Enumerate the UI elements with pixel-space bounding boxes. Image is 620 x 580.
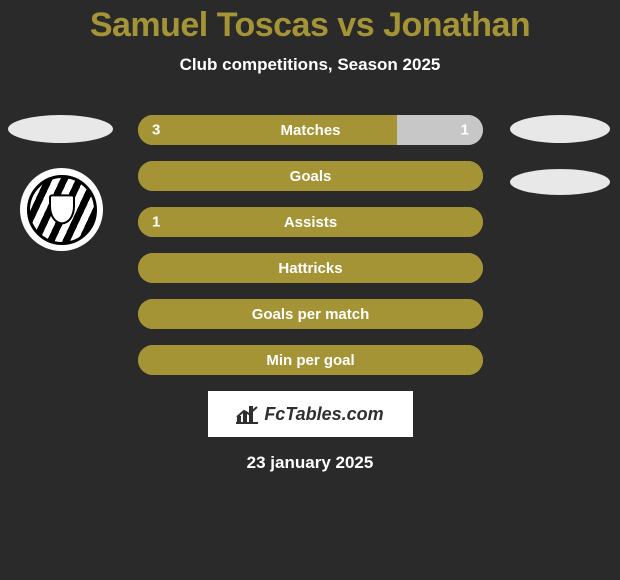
fctables-icon [236,404,258,424]
comparison-content: 3 1 Matches Goals 1 Assists Hattricks Goals per… [0,115,620,473]
page-subtitle: Club competitions, Season 2025 [0,55,620,75]
fctables-text: FcTables.com [264,404,383,425]
stat-label: Matches [280,122,340,139]
stat-label: Goals [290,168,332,185]
page-title: Samuel Toscas vs Jonathan [0,0,620,45]
stat-label: Min per goal [266,352,354,369]
fctables-brand: FcTables.com [208,391,413,437]
comparison-date: 23 january 2025 [0,453,620,473]
stat-bar: 1 Assists [138,207,483,237]
stat-value-right: 1 [461,122,469,139]
stat-bars: 3 1 Matches Goals 1 Assists Hattricks Goals per… [138,115,483,375]
stat-label: Assists [284,214,337,231]
player-right-badge-placeholder-1 [510,115,610,143]
stat-label: Hattricks [278,260,342,277]
stat-bar: 3 1 Matches [138,115,483,145]
player-left-badge-placeholder [8,115,113,143]
team-logo-left [20,168,103,251]
stat-bar: Goals [138,161,483,191]
stat-bar: Hattricks [138,253,483,283]
stat-bar: Goals per match [138,299,483,329]
stat-value-left: 1 [152,214,160,231]
stat-label: Goals per match [252,306,370,323]
player-right-badge-placeholder-2 [510,169,610,195]
stat-value-left: 3 [152,122,160,139]
stat-bar: Min per goal [138,345,483,375]
